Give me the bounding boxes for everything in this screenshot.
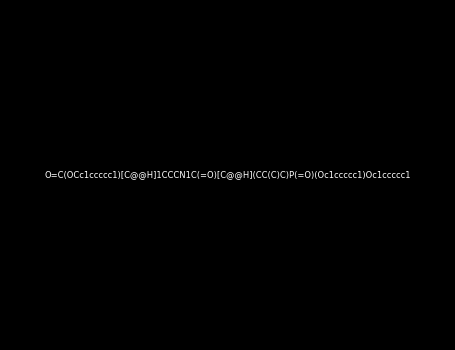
Text: O=C(OCc1ccccc1)[C@@H]1CCCN1C(=O)[C@@H](CC(C)C)P(=O)(Oc1ccccc1)Oc1ccccc1: O=C(OCc1ccccc1)[C@@H]1CCCN1C(=O)[C@@H](C… — [44, 170, 411, 180]
